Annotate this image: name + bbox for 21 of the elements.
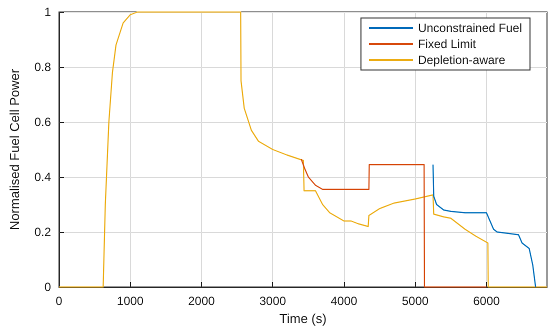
- x-axis-title: Time (s): [279, 310, 327, 326]
- legend-label: Depletion-aware: [418, 53, 506, 67]
- y-tick-label: 0.8: [34, 60, 52, 74]
- x-tick-label: 3000: [259, 294, 286, 308]
- line-series: [58, 11, 548, 288]
- x-tick-label: 5000: [402, 294, 429, 308]
- y-axis-title: Normalised Fuel Cell Power: [7, 68, 22, 230]
- line-series: [432, 164, 536, 288]
- line-series: [300, 158, 488, 288]
- y-tick-label: 0.6: [34, 115, 52, 129]
- y-tick-label: 0.2: [34, 225, 52, 239]
- legend-label: Unconstrained Fuel: [418, 21, 522, 35]
- y-tick-label: 0.4: [34, 170, 52, 184]
- x-tick-label: 6000: [473, 294, 500, 308]
- legend-label: Fixed Limit: [418, 37, 477, 51]
- y-tick-label: 1: [44, 5, 52, 19]
- x-tick-label: 4000: [330, 294, 358, 308]
- x-tick-label: 1000: [116, 294, 144, 308]
- x-tick-label: 0: [56, 294, 63, 308]
- y-tick-label: 0: [44, 280, 52, 294]
- x-tick-label: 2000: [188, 294, 216, 308]
